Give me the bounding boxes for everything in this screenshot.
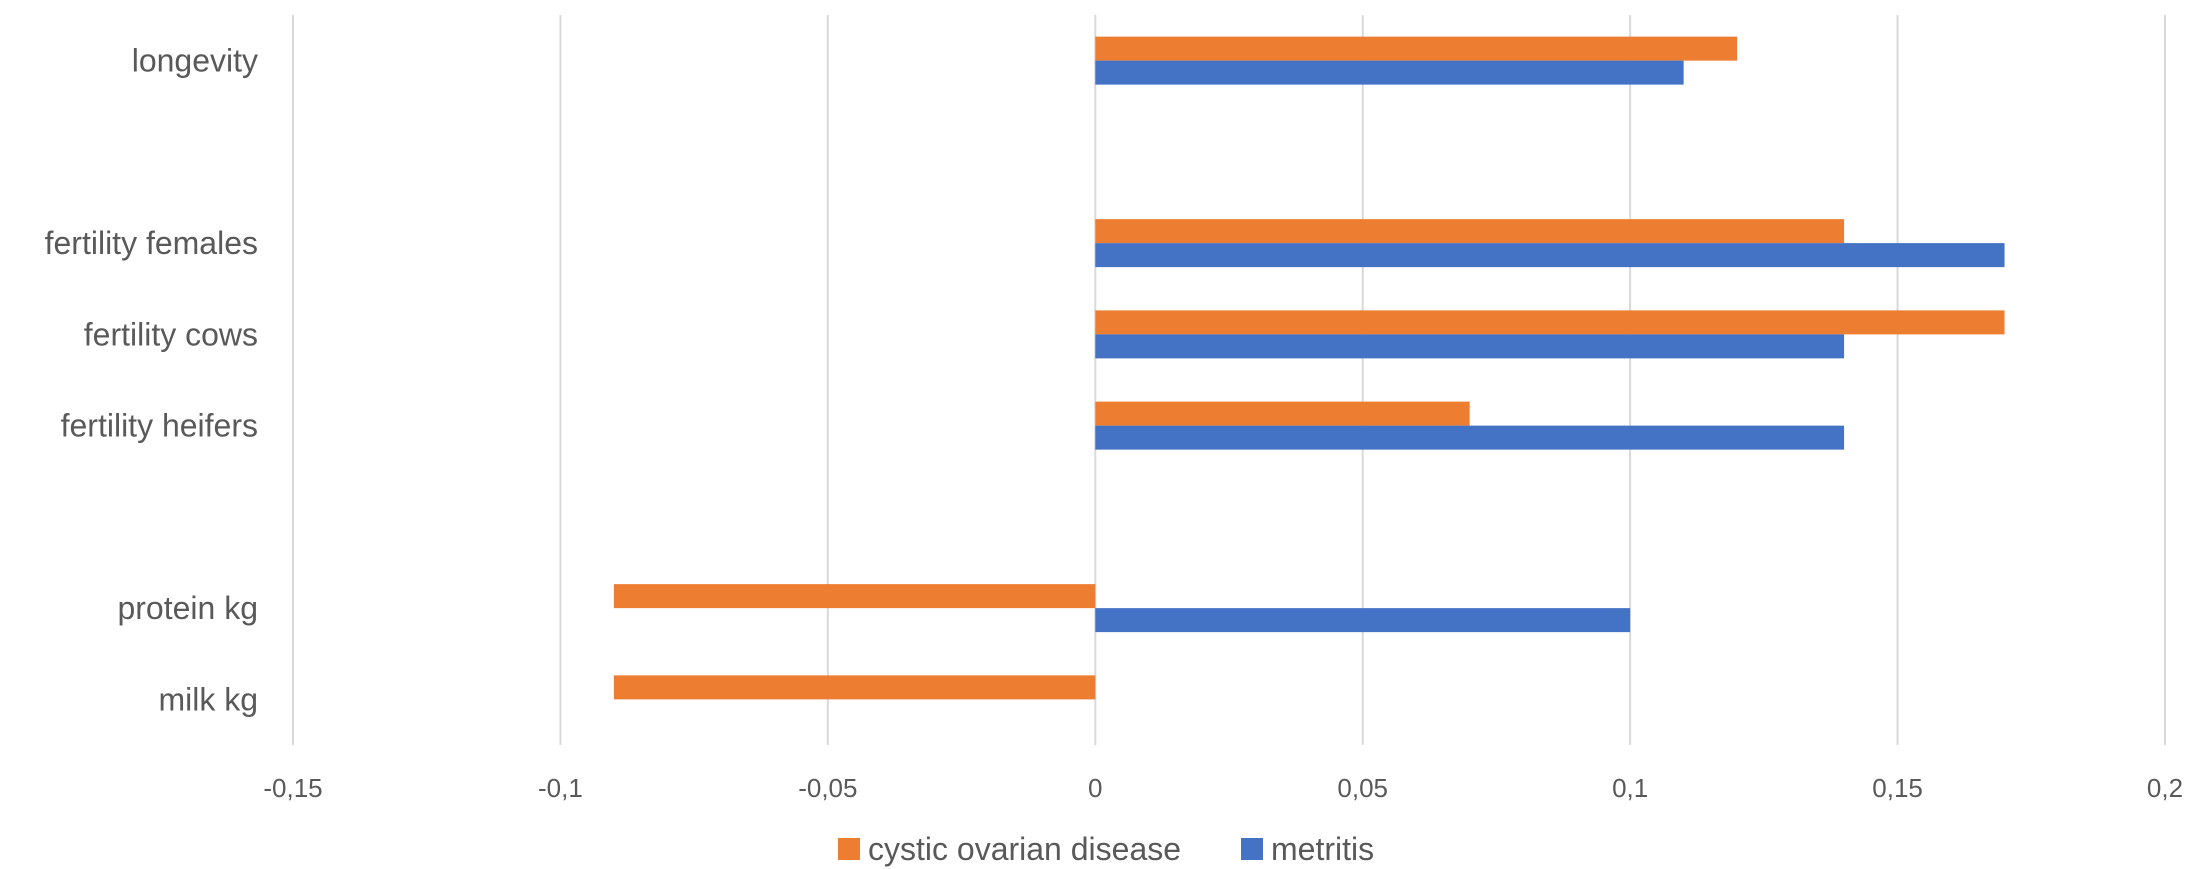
x-tick-label: -0,1 xyxy=(538,773,583,803)
category-labels: longevity fertility females fertility cows… xyxy=(45,43,258,718)
category-label: longevity xyxy=(132,43,258,79)
x-tick-labels: -0,15 -0,1 -0,05 0 0,05 0,1 0,15 0,2 xyxy=(263,773,2183,803)
bar xyxy=(1095,60,1684,85)
x-tick-label: -0,05 xyxy=(798,773,857,803)
category-label: milk kg xyxy=(158,681,258,717)
bar xyxy=(1095,401,1470,426)
x-tick-label: 0 xyxy=(1088,773,1102,803)
bar xyxy=(1095,608,1631,633)
bar xyxy=(1095,310,2005,335)
category-label: fertility cows xyxy=(84,316,258,352)
bar xyxy=(1095,36,1738,61)
legend: cystic ovarian disease metritis xyxy=(838,831,1374,867)
category-label: fertility females xyxy=(45,225,258,261)
category-label: protein kg xyxy=(117,590,258,626)
gridlines xyxy=(292,15,2166,745)
category-label: fertility heifers xyxy=(61,408,258,444)
x-tick-label: 0,1 xyxy=(1612,773,1648,803)
x-tick-label: -0,15 xyxy=(263,773,322,803)
legend-swatch xyxy=(838,838,860,860)
x-tick-label: 0,05 xyxy=(1337,773,1388,803)
bars xyxy=(613,36,2005,700)
bar xyxy=(1095,243,2005,268)
bar xyxy=(1095,219,1845,244)
bar xyxy=(1095,334,1845,359)
bar xyxy=(1095,425,1845,450)
bar xyxy=(613,675,1096,700)
legend-label: cystic ovarian disease xyxy=(868,831,1181,867)
legend-label: metritis xyxy=(1271,831,1374,867)
x-tick-label: 0,15 xyxy=(1872,773,1923,803)
bar xyxy=(613,584,1096,609)
x-tick-label: 0,2 xyxy=(2147,773,2183,803)
legend-swatch xyxy=(1241,838,1263,860)
